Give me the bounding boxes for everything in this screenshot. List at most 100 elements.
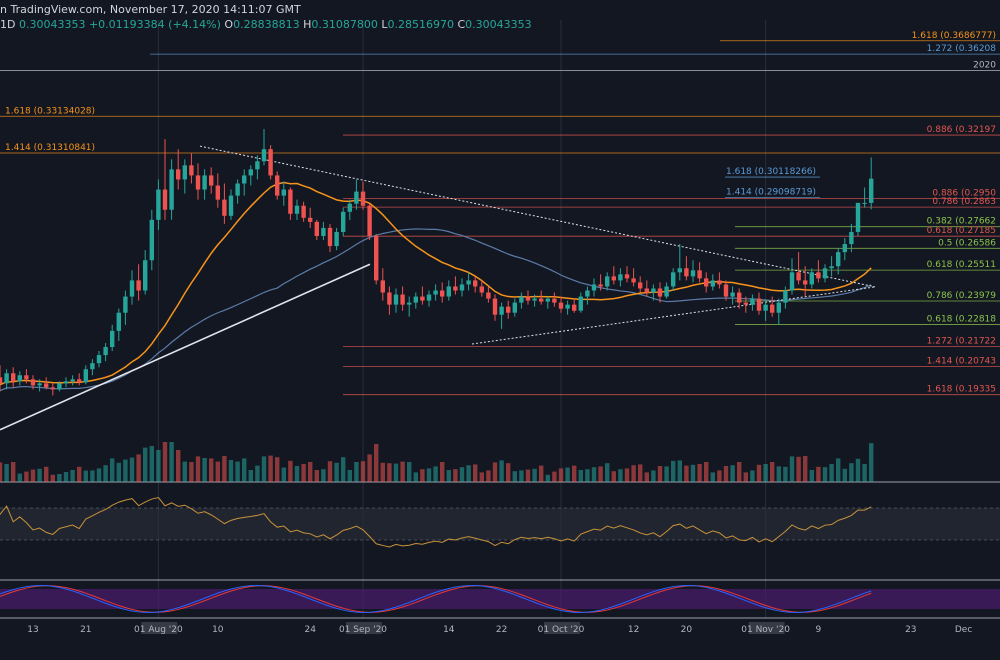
candle-body bbox=[486, 292, 491, 299]
volume-bar bbox=[400, 461, 405, 482]
volume-bar bbox=[116, 462, 121, 482]
candle-body bbox=[473, 280, 478, 287]
volume-bar bbox=[816, 466, 821, 482]
candle-body bbox=[743, 302, 748, 305]
axis-tick-label: 01 Oct '20 bbox=[538, 625, 585, 635]
volume-bar bbox=[110, 458, 115, 482]
candle-body bbox=[624, 274, 630, 279]
candle-body bbox=[294, 205, 300, 214]
candle-body bbox=[657, 288, 663, 297]
header-interval: 1D bbox=[0, 18, 16, 31]
candle-body bbox=[44, 383, 49, 388]
volume-bar bbox=[585, 469, 590, 482]
candle-body bbox=[136, 280, 141, 291]
volume-bar bbox=[202, 458, 207, 482]
volume-bar bbox=[354, 462, 359, 482]
candle-body bbox=[281, 189, 286, 196]
volume-bar bbox=[519, 470, 524, 482]
level-label: 1.618 (0.19335 bbox=[927, 385, 996, 395]
candle-body bbox=[763, 304, 768, 311]
volume-bar bbox=[420, 469, 425, 482]
candle-body bbox=[677, 268, 682, 273]
candle-body bbox=[466, 280, 471, 285]
axis-month-bg bbox=[748, 622, 785, 634]
volume-bar bbox=[525, 469, 531, 482]
candle-body bbox=[552, 298, 557, 303]
candle-body bbox=[129, 280, 135, 297]
volume-bar bbox=[671, 460, 676, 482]
rsi-pane bbox=[0, 496, 1000, 548]
candle-body bbox=[690, 270, 696, 277]
header-c-label: C bbox=[457, 18, 466, 31]
candle-body bbox=[242, 175, 247, 184]
candle-body bbox=[222, 199, 227, 216]
header-o-value: 0.28838813 bbox=[233, 18, 300, 31]
volume-bar bbox=[697, 464, 702, 482]
volume-bar bbox=[862, 464, 867, 482]
volume-bar bbox=[63, 472, 69, 482]
volume-bar bbox=[50, 474, 55, 482]
volume-bar bbox=[413, 472, 418, 482]
candle-body bbox=[235, 183, 240, 196]
volume-bar bbox=[255, 465, 260, 482]
candle-body bbox=[380, 280, 385, 293]
volume-bar bbox=[96, 468, 102, 482]
volume-bar bbox=[545, 474, 550, 482]
candle-body bbox=[611, 276, 616, 281]
stoch-k-line bbox=[0, 585, 872, 613]
candle-body bbox=[288, 189, 293, 214]
volume-bar bbox=[717, 470, 722, 482]
volume-bar bbox=[690, 464, 696, 482]
volume-bar bbox=[578, 470, 583, 482]
volume-bar bbox=[294, 466, 300, 482]
candle-body bbox=[644, 288, 649, 293]
level-label: 0.5 (0.26586 bbox=[938, 238, 996, 248]
level-label: 1.618 (0.33134028) bbox=[5, 106, 95, 116]
level-label: 0.618 (0.22818 bbox=[927, 314, 997, 324]
axis-tick-label: 9 bbox=[816, 625, 822, 635]
candle-body bbox=[618, 274, 623, 281]
axis-tick-label: Dec bbox=[955, 625, 972, 635]
axis-tick-label: 20 bbox=[681, 625, 693, 635]
candle-body bbox=[565, 304, 570, 309]
volume-bar bbox=[77, 466, 82, 482]
candle-body bbox=[228, 195, 234, 216]
axis-tick-label: 13 bbox=[27, 625, 38, 635]
candle-body bbox=[360, 191, 366, 206]
candle-body bbox=[426, 294, 432, 301]
header-l-value: 0.28516970 bbox=[387, 18, 454, 31]
level-label: 1.618 (0.30118266) bbox=[726, 167, 816, 177]
header-ohlc: 1D 0.30043353 +0.01193384 (+4.14%) O0.28… bbox=[0, 16, 532, 34]
candle-body bbox=[750, 298, 755, 305]
volume-bar bbox=[222, 456, 227, 482]
level-label: 1.414 (0.29098719) bbox=[726, 188, 816, 198]
volume-bar bbox=[189, 462, 194, 482]
volume-bar bbox=[374, 444, 379, 482]
volume-bar bbox=[182, 461, 187, 482]
candle-body bbox=[539, 298, 544, 302]
trendlines bbox=[0, 145, 876, 431]
candle-body bbox=[209, 175, 214, 186]
stoch-band bbox=[0, 589, 1000, 609]
axis-tick-label: 12 bbox=[628, 625, 639, 635]
volume-bar bbox=[737, 462, 742, 482]
candle-body bbox=[354, 191, 359, 204]
volume-bar bbox=[684, 465, 689, 482]
volume-bar bbox=[261, 456, 267, 482]
candle-body bbox=[17, 375, 22, 382]
volume-bar bbox=[605, 463, 610, 482]
volume-bar bbox=[169, 442, 174, 482]
candle-body bbox=[123, 296, 128, 313]
volume-bar bbox=[195, 456, 201, 482]
candle-body bbox=[704, 278, 709, 287]
volume-bar bbox=[499, 460, 504, 482]
rsi-band bbox=[0, 508, 1000, 540]
candle-body bbox=[545, 298, 550, 302]
volume-bar bbox=[248, 470, 253, 482]
volume-bar bbox=[558, 468, 564, 482]
candle-body bbox=[169, 169, 174, 210]
candle-body bbox=[420, 296, 425, 301]
volume-bar bbox=[70, 470, 75, 482]
